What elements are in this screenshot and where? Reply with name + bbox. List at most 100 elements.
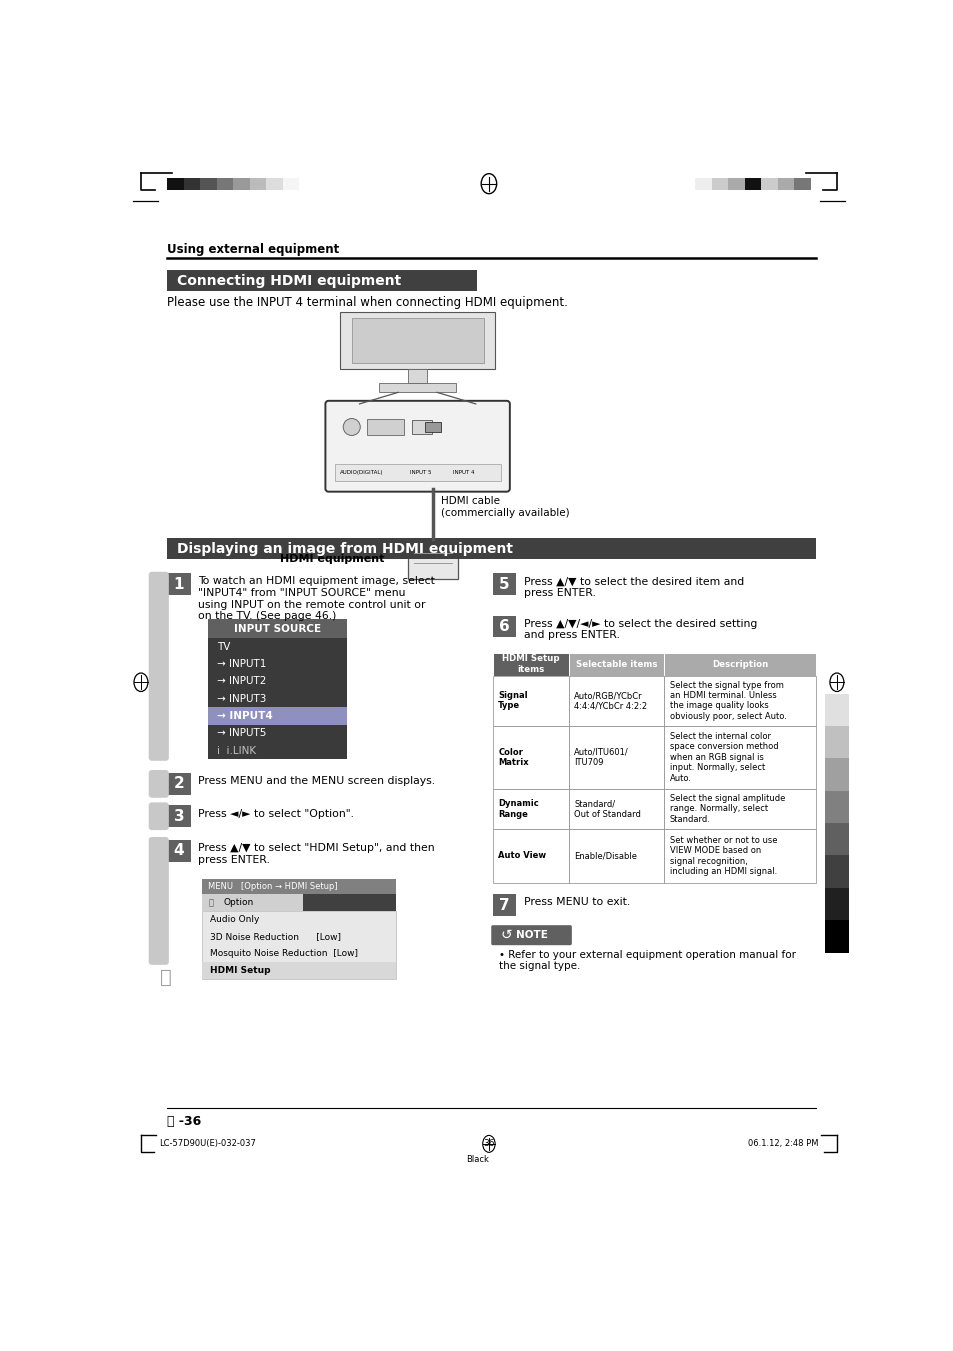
FancyBboxPatch shape: [149, 770, 169, 797]
Bar: [711, 178, 727, 190]
Text: Please use the INPUT 4 terminal when connecting HDMI equipment.: Please use the INPUT 4 terminal when con…: [167, 296, 568, 309]
Text: 3D Noise Reduction      [Low]: 3D Noise Reduction [Low]: [210, 932, 340, 940]
Text: 06.1.12, 2:48 PM: 06.1.12, 2:48 PM: [747, 1139, 818, 1148]
Bar: [824, 758, 847, 790]
Text: Select the signal amplitude
range. Normally, select
Standard.: Select the signal amplitude range. Norma…: [669, 794, 784, 824]
Bar: [727, 178, 744, 190]
Bar: [303, 894, 395, 911]
Text: INPUT 5: INPUT 5: [410, 470, 431, 476]
Bar: [493, 653, 568, 676]
Bar: [208, 620, 347, 638]
Text: Select the signal type from
an HDMI terminal. Unless
the image quality looks
obv: Select the signal type from an HDMI term…: [669, 681, 785, 721]
Text: • Refer to your external equipment operation manual for
the signal type.: • Refer to your external equipment opera…: [498, 950, 795, 971]
Bar: [824, 662, 847, 694]
Bar: [250, 178, 266, 190]
Bar: [282, 178, 298, 190]
Text: AUDIO(DIGITAL): AUDIO(DIGITAL): [340, 470, 383, 476]
FancyBboxPatch shape: [325, 401, 509, 492]
Bar: [824, 888, 847, 920]
Bar: [167, 538, 815, 559]
Bar: [266, 178, 282, 190]
Text: → INPUT4: → INPUT4: [216, 711, 273, 721]
Bar: [167, 840, 191, 862]
Text: ⎙: ⎙: [208, 898, 213, 907]
Text: Press ▲/▼ to select "HDMI Setup", and then
press ENTER.: Press ▲/▼ to select "HDMI Setup", and th…: [198, 843, 435, 865]
Bar: [202, 962, 395, 978]
Text: Press ▲/▼ to select the desired item and
press ENTER.: Press ▲/▼ to select the desired item and…: [523, 577, 743, 598]
Bar: [167, 573, 191, 594]
Text: 6: 6: [498, 619, 509, 634]
Text: HDMI cable
(commercially available): HDMI cable (commercially available): [440, 496, 569, 517]
Text: Auto View: Auto View: [497, 851, 546, 861]
Text: → INPUT2: → INPUT2: [216, 677, 266, 686]
Bar: [568, 830, 663, 882]
Text: To watch an HDMI equipment image, select
"INPUT4" from "INPUT SOURCE" menu
using: To watch an HDMI equipment image, select…: [198, 577, 435, 621]
Text: Dynamic
Range: Dynamic Range: [497, 800, 538, 819]
Bar: [679, 178, 695, 190]
Bar: [824, 694, 847, 725]
Text: Select the internal color
space conversion method
when an RGB signal is
input. N: Select the internal color space conversi…: [669, 732, 778, 782]
Text: ⓔ -36: ⓔ -36: [167, 1115, 201, 1128]
Bar: [167, 270, 476, 292]
Text: Press MENU to exit.: Press MENU to exit.: [523, 897, 629, 908]
Bar: [340, 312, 495, 369]
Bar: [202, 878, 395, 894]
Bar: [793, 178, 810, 190]
Text: Auto/ITU601/
ITU709: Auto/ITU601/ ITU709: [574, 747, 628, 767]
Bar: [493, 830, 568, 882]
Text: LC-57D90U(E)-032-037: LC-57D90U(E)-032-037: [159, 1139, 256, 1148]
Text: Press MENU and the MENU screen displays.: Press MENU and the MENU screen displays.: [198, 777, 435, 786]
Bar: [200, 178, 216, 190]
Text: HDMI equipment: HDMI equipment: [280, 554, 384, 563]
Text: Standard/
Out of Standard: Standard/ Out of Standard: [574, 800, 640, 819]
Bar: [824, 920, 847, 952]
Bar: [184, 178, 200, 190]
Bar: [824, 725, 847, 758]
Bar: [412, 420, 431, 434]
Text: Auto/RGB/YCbCr
4:4:4/YCbCr 4:2:2: Auto/RGB/YCbCr 4:4:4/YCbCr 4:2:2: [574, 690, 647, 711]
Text: INPUT 4: INPUT 4: [452, 470, 474, 476]
Text: MENU   [Option → HDMI Setup]: MENU [Option → HDMI Setup]: [208, 882, 337, 890]
FancyBboxPatch shape: [149, 838, 169, 965]
Text: TV: TV: [216, 642, 230, 651]
Bar: [695, 178, 711, 190]
Bar: [744, 178, 760, 190]
FancyBboxPatch shape: [149, 571, 169, 761]
Text: ↺: ↺: [500, 928, 512, 942]
Text: 2: 2: [173, 777, 184, 792]
Text: Signal
Type: Signal Type: [497, 690, 527, 711]
Bar: [425, 422, 440, 432]
Text: i  i.LINK: i i.LINK: [216, 746, 255, 755]
Text: Set whether or not to use
VIEW MODE based on
signal recognition,
including an HD: Set whether or not to use VIEW MODE base…: [669, 836, 776, 875]
Text: NOTE: NOTE: [516, 931, 547, 940]
Text: Selectable items: Selectable items: [575, 659, 657, 669]
Text: Audio Only: Audio Only: [210, 915, 259, 924]
Text: 1: 1: [173, 577, 184, 592]
Bar: [202, 894, 395, 911]
Text: HDMI Setup
items: HDMI Setup items: [501, 654, 559, 674]
Text: → INPUT1: → INPUT1: [216, 659, 266, 669]
Text: HDMI Setup: HDMI Setup: [210, 966, 270, 974]
Text: Connecting HDMI equipment: Connecting HDMI equipment: [177, 274, 401, 288]
Bar: [378, 384, 456, 392]
Text: 5: 5: [498, 577, 509, 592]
Text: Black: Black: [465, 1155, 488, 1163]
Bar: [367, 419, 404, 435]
Bar: [663, 653, 815, 676]
Bar: [493, 789, 568, 830]
Bar: [493, 676, 568, 725]
Text: 4: 4: [173, 843, 184, 858]
Text: Using external equipment: Using external equipment: [167, 243, 339, 255]
Text: 7: 7: [498, 897, 509, 913]
Text: Press ◄/► to select "Option".: Press ◄/► to select "Option".: [198, 808, 354, 819]
FancyBboxPatch shape: [149, 802, 169, 830]
Bar: [208, 708, 347, 724]
Bar: [663, 676, 815, 725]
Bar: [352, 317, 483, 363]
Bar: [568, 676, 663, 725]
Bar: [208, 638, 347, 759]
Bar: [824, 790, 847, 823]
Bar: [167, 178, 184, 190]
Bar: [663, 725, 815, 789]
Text: Description: Description: [711, 659, 767, 669]
